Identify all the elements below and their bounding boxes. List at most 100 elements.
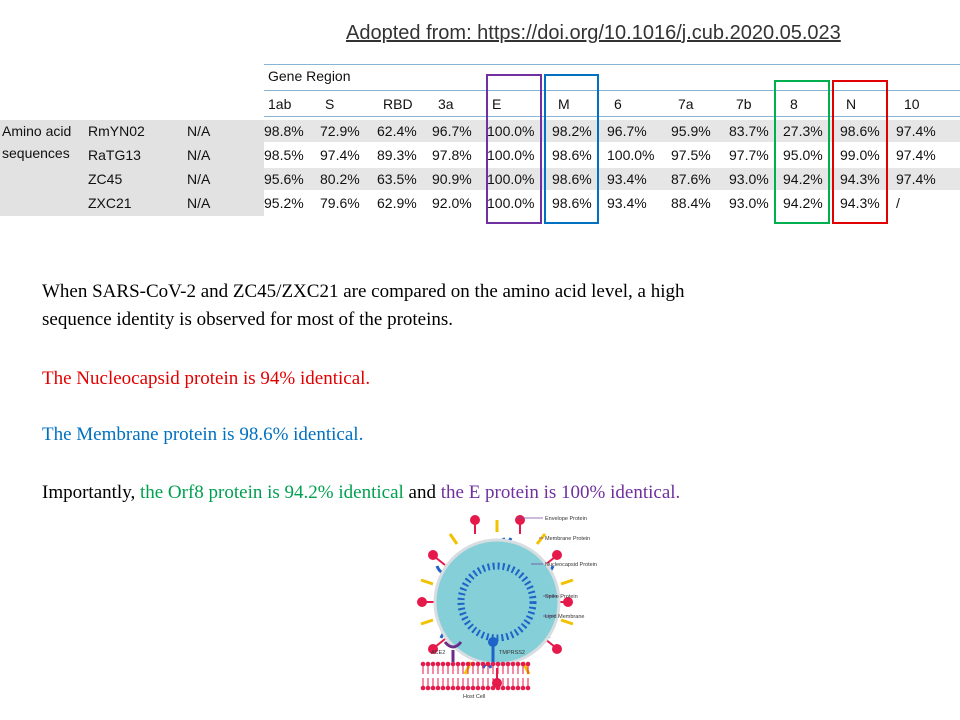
column-header: S [325,96,335,112]
p4-prefix: Importantly, [42,482,140,503]
highlight-box-8 [774,80,830,224]
table-cell: 89.3% [377,147,417,163]
row-name: RaTG13 [88,147,141,163]
label-host-cell: Host Cell [463,694,485,700]
table-cell: 95.2% [264,195,304,211]
table-cell: 87.6% [671,171,711,187]
paragraph-nucleocapsid: The Nucleocapsid protein is 94% identica… [42,368,371,389]
label-tmprss2: TMPRSS2 [499,650,525,656]
column-header: N [846,96,857,112]
table-top-rule [264,64,960,65]
row-extra: N/A [187,123,211,139]
table-cell: 98.6% [552,147,592,163]
source-citation[interactable]: Adopted from: https://doi.org/10.1016/j.… [346,22,841,44]
paragraph-1-line-1: When SARS-CoV-2 and ZC45/ZXC21 are compa… [42,281,685,302]
table-cell: 98.6% [552,171,592,187]
table-cell: 79.6% [320,195,360,211]
column-header: M [558,96,570,112]
row-name: ZC45 [88,171,123,187]
column-header: 7b [736,96,752,112]
table-cell: 100.0% [487,147,535,163]
table-cell: 99.0% [840,147,880,163]
table-cell: 94.2% [783,171,823,187]
table-cell: 95.6% [264,171,304,187]
table-mid-rule [264,90,960,91]
row-extra: N/A [187,195,211,211]
table-cell: 90.9% [432,171,472,187]
table-cell: 83.7% [729,123,769,139]
paragraph-orf8-e: Importantly, the Orf8 protein is 94.2% i… [42,480,680,506]
table-cell: 95.9% [671,123,711,139]
column-header: 3a [438,96,454,112]
column-header: 10 [904,96,920,112]
column-header: RBD [383,96,413,112]
virus-diagram: Envelope Protein Membrane Protein Nucleo… [417,515,597,700]
highlight-box-E [486,74,542,224]
label-ace2: ACE2 [431,650,445,656]
table-cell: 97.8% [432,147,472,163]
row-extra: N/A [187,147,211,163]
table-cell: 98.8% [264,123,304,139]
table-cell: 92.0% [432,195,472,211]
table-cell: 88.4% [671,195,711,211]
highlight-box-M [544,74,599,224]
table-cell: 94.2% [783,195,823,211]
table-cell: 100.0% [487,123,535,139]
table-cell: 72.9% [320,123,360,139]
table-cell: 97.4% [896,147,936,163]
group-header: Gene Region [268,68,351,84]
column-header: E [492,96,502,112]
table-cell: 97.4% [320,147,360,163]
table-header-rule [264,116,960,117]
p4-e-protein: the E protein is 100% identical. [440,482,681,503]
row-name: ZXC21 [88,195,132,211]
tmprss2-icon [488,637,498,662]
p4-and: and [403,482,441,503]
label-nucleocapsid-protein: Nucleocapsid Protein [545,562,597,568]
table-cell: 93.0% [729,171,769,187]
highlight-box-N [832,80,888,224]
row-name: RmYN02 [88,123,145,139]
label-membrane-protein: Membrane Protein [545,536,590,542]
column-header: 6 [614,96,622,112]
row-group-label-2: sequences [2,145,70,161]
table-cell: 93.0% [729,195,769,211]
table-cell: 93.4% [607,171,647,187]
table-cell: 63.5% [377,171,417,187]
table-cell: 98.2% [552,123,592,139]
table-cell: 96.7% [607,123,647,139]
label-spike-protein: Spike Protein [545,594,578,600]
table-cell: / [896,195,900,211]
row-group-label-1: Amino acid [2,123,72,139]
row-label-band [0,120,264,216]
ace2-receptor-icon [443,641,463,662]
column-header: 7a [678,96,694,112]
table-cell: 94.3% [840,195,880,211]
table-cell: 98.6% [840,123,880,139]
label-lipid-membrane: Lipid Membrane [545,614,584,620]
label-envelope-protein: Envelope Protein [545,516,587,522]
column-header: 1ab [268,96,292,112]
column-header: 8 [790,96,798,112]
table-cell: 98.5% [264,147,304,163]
table-cell: 94.3% [840,171,880,187]
table-cell: 62.4% [377,123,417,139]
table-cell: 98.6% [552,195,592,211]
table-cell: 97.7% [729,147,769,163]
table-cell: 80.2% [320,171,360,187]
paragraph-membrane: The Membrane protein is 98.6% identical. [42,424,364,445]
table-cell: 95.0% [783,147,823,163]
table-cell: 97.5% [671,147,711,163]
table-cell: 97.4% [896,123,936,139]
table-cell: 96.7% [432,123,472,139]
virus-particle [417,515,574,688]
paragraph-1-line-2: sequence identity is observed for most o… [42,309,454,330]
host-cell-membrane [420,661,531,691]
table-cell: 100.0% [607,147,655,163]
table-cell: 100.0% [487,171,535,187]
table-cell: 97.4% [896,171,936,187]
gene-region-table: Gene Region Amino acid sequences 1ab S RBD… [0,62,960,224]
row-extra: N/A [187,171,211,187]
table-cell: 100.0% [487,195,535,211]
table-cell: 27.3% [783,123,823,139]
